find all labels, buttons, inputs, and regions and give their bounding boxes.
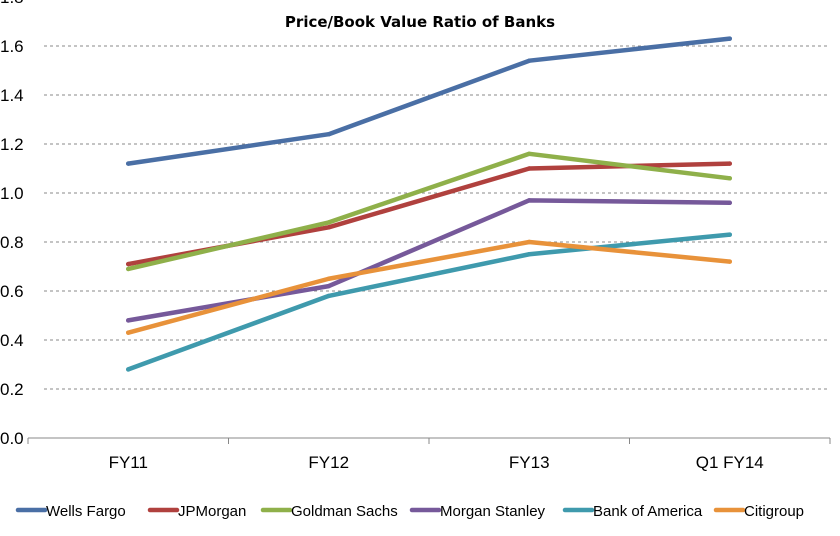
legend-label: Bank of America (593, 503, 703, 520)
data-point (126, 330, 131, 335)
data-point (727, 200, 732, 205)
x-tick-label: Q1 FY14 (696, 453, 764, 472)
data-point (727, 161, 732, 166)
y-tick-label: 0.2 (0, 380, 24, 399)
legend-label: JPMorgan (178, 503, 246, 520)
y-tick-label: 0.6 (0, 282, 24, 301)
y-tick-label: 1.4 (0, 86, 24, 105)
legend-item: JPMorgan (147, 503, 246, 520)
data-point (126, 161, 131, 166)
legend-label: Goldman Sachs (291, 503, 398, 520)
legend-item: Bank of America (562, 503, 703, 520)
y-tick-label: 1.6 (0, 37, 24, 56)
legend-item: Citigroup (713, 503, 804, 520)
data-point (527, 58, 532, 63)
series-line-goldman-sachs (126, 151, 732, 272)
data-point (527, 166, 532, 171)
data-point (727, 176, 732, 181)
y-tick-label: 0.0 (0, 429, 24, 448)
data-point (727, 36, 732, 41)
y-tick-label: 0.8 (0, 233, 24, 252)
data-point (527, 239, 532, 245)
data-point (126, 318, 131, 323)
legend-item: Goldman Sachs (260, 503, 398, 520)
data-point (126, 261, 131, 267)
data-point (527, 252, 532, 257)
legend-label: Wells Fargo (46, 503, 126, 520)
data-point (727, 232, 732, 237)
legend-item: Morgan Stanley (409, 503, 546, 520)
data-point (326, 225, 331, 230)
data-point (527, 198, 532, 203)
data-point (527, 151, 532, 156)
legend-label: Morgan Stanley (440, 503, 546, 520)
data-point (126, 367, 131, 372)
data-point (326, 132, 331, 137)
data-point (326, 293, 331, 299)
data-point (727, 259, 732, 264)
y-tick-label: 0.4 (0, 331, 24, 350)
legend-label: Citigroup (744, 503, 804, 520)
y-tick-label: 1.2 (0, 135, 24, 154)
legend-item: Wells Fargo (15, 503, 126, 520)
data-point (326, 220, 331, 225)
y-tick-label: 1.8 (0, 0, 24, 7)
data-point (326, 276, 331, 281)
y-tick-label: 1.0 (0, 184, 24, 203)
data-point (126, 266, 131, 272)
chart-title: Price/Book Value Ratio of Banks (285, 13, 555, 31)
series-line-wells-fargo (126, 36, 732, 166)
series-line-bank-of-america (126, 232, 732, 372)
series-line-citigroup (126, 239, 732, 335)
data-point (326, 283, 331, 289)
x-tick-label: FY12 (308, 453, 349, 472)
series-line-morgan-stanley (126, 198, 732, 323)
x-tick-label: FY11 (109, 453, 148, 472)
x-tick-label: FY13 (509, 453, 550, 472)
